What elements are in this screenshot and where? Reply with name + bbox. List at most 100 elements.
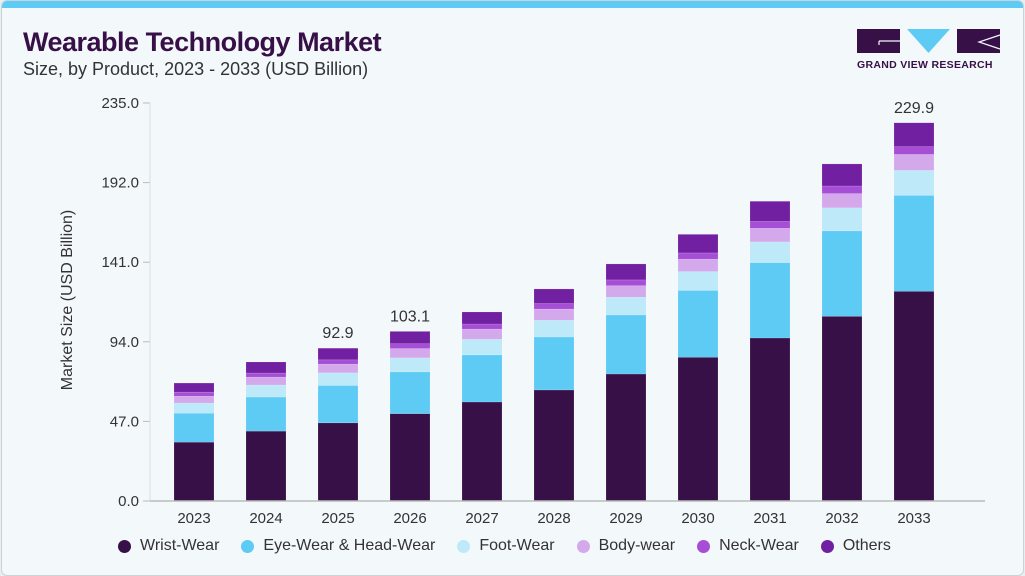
bar-segment-others-2031: [749, 201, 791, 222]
legend-dot-icon: [457, 539, 471, 553]
bar-stack-2027: [461, 311, 503, 502]
bar-segment-body-wear-2024: [245, 376, 287, 386]
bar-segment-body-wear-2026: [389, 348, 431, 359]
bar-stack-2032: [821, 163, 863, 502]
bar-segment-neck-wear-2024: [245, 372, 287, 378]
bar-segment-neck-wear-2026: [389, 343, 431, 349]
bar-segment-others-2032: [821, 163, 863, 187]
bar-segment-others-2030: [677, 234, 719, 254]
bar-segment-eye-wear-head-wear-2030: [677, 290, 719, 358]
bar-segment-neck-wear-2027: [461, 323, 503, 330]
legend: Wrist-Wear Eye-Wear & Head-Wear Foot-Wear B…: [118, 537, 913, 555]
x-tick-label: 2029: [609, 510, 642, 527]
bar-stack-2029: [605, 263, 647, 502]
bar-segment-eye-wear-head-wear-2027: [461, 354, 503, 403]
legend-item-wrist-wear: Wrist-Wear: [118, 537, 219, 555]
bar-segment-wrist-wear-2030: [677, 356, 719, 502]
bar-segment-others-2027: [461, 311, 503, 325]
accent-bar: [2, 1, 1023, 8]
legend-label: Neck-Wear: [719, 537, 799, 554]
y-tick-label: 94.0: [110, 334, 139, 351]
bar-segment-foot-wear-2030: [677, 271, 719, 291]
bar-segment-others-2033: [893, 122, 935, 147]
bar-segment-neck-wear-2028: [533, 303, 575, 310]
legend-label: Wrist-Wear: [140, 537, 220, 554]
bar-segment-neck-wear-2032: [821, 185, 863, 194]
y-axis: 0.0 47.0 94.0 141.0 192.0 235.0: [101, 95, 151, 510]
bar-segment-wrist-wear-2025: [317, 422, 359, 502]
bar-stack-2026: [389, 331, 431, 502]
x-tick-label: 2025: [321, 510, 354, 527]
bar-segment-others-2029: [605, 263, 647, 281]
bar-segment-wrist-wear-2031: [749, 337, 791, 502]
bar-stack-2033: [893, 122, 935, 502]
data-label-2026: 103.1: [390, 308, 430, 325]
bar-stack-2031: [749, 201, 791, 502]
bar-segment-body-wear-2027: [461, 328, 503, 340]
bar-segment-eye-wear-head-wear-2031: [749, 262, 791, 339]
y-tick-label: 141.0: [101, 254, 139, 271]
bar-segment-wrist-wear-2024: [245, 430, 287, 502]
bar-segment-neck-wear-2025: [317, 359, 359, 365]
bar-segment-wrist-wear-2032: [821, 316, 863, 502]
bar-segment-neck-wear-2030: [677, 252, 719, 260]
bar-segment-foot-wear-2024: [245, 384, 287, 398]
y-tick-label: 0.0: [118, 493, 139, 510]
chart-title: Wearable Technology Market: [23, 27, 382, 57]
data-label-2025: 92.9: [322, 325, 353, 342]
x-tick-label: 2032: [825, 510, 858, 527]
x-tick-label: 2030: [681, 510, 714, 527]
bar-segment-body-wear-2032: [821, 193, 863, 209]
bar-segment-body-wear-2023: [173, 395, 215, 404]
legend-label: Eye-Wear & Head-Wear: [263, 537, 436, 554]
bar-segment-foot-wear-2029: [605, 296, 647, 316]
bar-segment-body-wear-2025: [317, 363, 359, 374]
bar-segment-foot-wear-2025: [317, 372, 359, 386]
bar-segment-neck-wear-2033: [893, 146, 935, 155]
x-tick-label: 2023: [177, 510, 210, 527]
bar-segment-wrist-wear-2027: [461, 401, 503, 502]
bar-segment-neck-wear-2023: [173, 391, 215, 397]
bar-segment-wrist-wear-2028: [533, 389, 575, 502]
legend-dot-icon: [697, 539, 711, 553]
x-tick-label: 2033: [897, 510, 930, 527]
logo-text: GRAND VIEW RESEARCH: [857, 59, 993, 71]
bar-segment-body-wear-2031: [749, 228, 791, 243]
x-tick-label: 2031: [753, 510, 786, 527]
bar-segment-wrist-wear-2033: [893, 291, 935, 502]
legend-label: Foot-Wear: [479, 537, 555, 554]
bar-segment-neck-wear-2031: [749, 221, 791, 229]
bar-segment-wrist-wear-2026: [389, 413, 431, 502]
x-tick-label: 2026: [393, 510, 426, 527]
bar-segment-eye-wear-head-wear-2025: [317, 385, 359, 424]
chart-subtitle: Size, by Product, 2023 - 2033 (USD Billi…: [23, 59, 369, 79]
bar-segment-wrist-wear-2023: [173, 441, 215, 502]
x-axis: 2023 2024 2025 2026 2027 2028 2029 2030 2031 2032…: [177, 510, 930, 527]
bar-stack-2028: [533, 288, 575, 502]
bar-segment-eye-wear-head-wear-2026: [389, 371, 431, 414]
bar-segment-foot-wear-2027: [461, 339, 503, 356]
x-tick-label: 2027: [465, 510, 498, 527]
legend-item-eye-wear-head-wear: Eye-Wear & Head-Wear: [241, 537, 435, 555]
bar-segment-eye-wear-head-wear-2023: [173, 412, 215, 443]
bar-segment-others-2026: [389, 331, 431, 344]
bar-segment-wrist-wear-2029: [605, 373, 647, 502]
bar-segment-foot-wear-2026: [389, 357, 431, 373]
legend-item-others: Others: [820, 537, 891, 555]
bar-segment-foot-wear-2033: [893, 170, 935, 196]
legend-item-body-wear: Body-wear: [576, 537, 675, 555]
x-tick-label: 2028: [537, 510, 570, 527]
bar-segment-eye-wear-head-wear-2033: [893, 195, 935, 292]
bar-segment-body-wear-2028: [533, 308, 575, 321]
legend-item-neck-wear: Neck-Wear: [697, 537, 799, 555]
bar-segment-neck-wear-2029: [605, 279, 647, 286]
legend-dot-icon: [241, 539, 255, 553]
data-label-2033: 229.9: [894, 100, 934, 117]
bar-segment-others-2028: [533, 288, 575, 304]
bar-segment-eye-wear-head-wear-2029: [605, 314, 647, 375]
grand-view-research-logo: [857, 29, 1001, 53]
y-tick-label: 47.0: [110, 413, 139, 430]
bar-segment-eye-wear-head-wear-2032: [821, 230, 863, 317]
bar-segment-foot-wear-2023: [173, 402, 215, 414]
